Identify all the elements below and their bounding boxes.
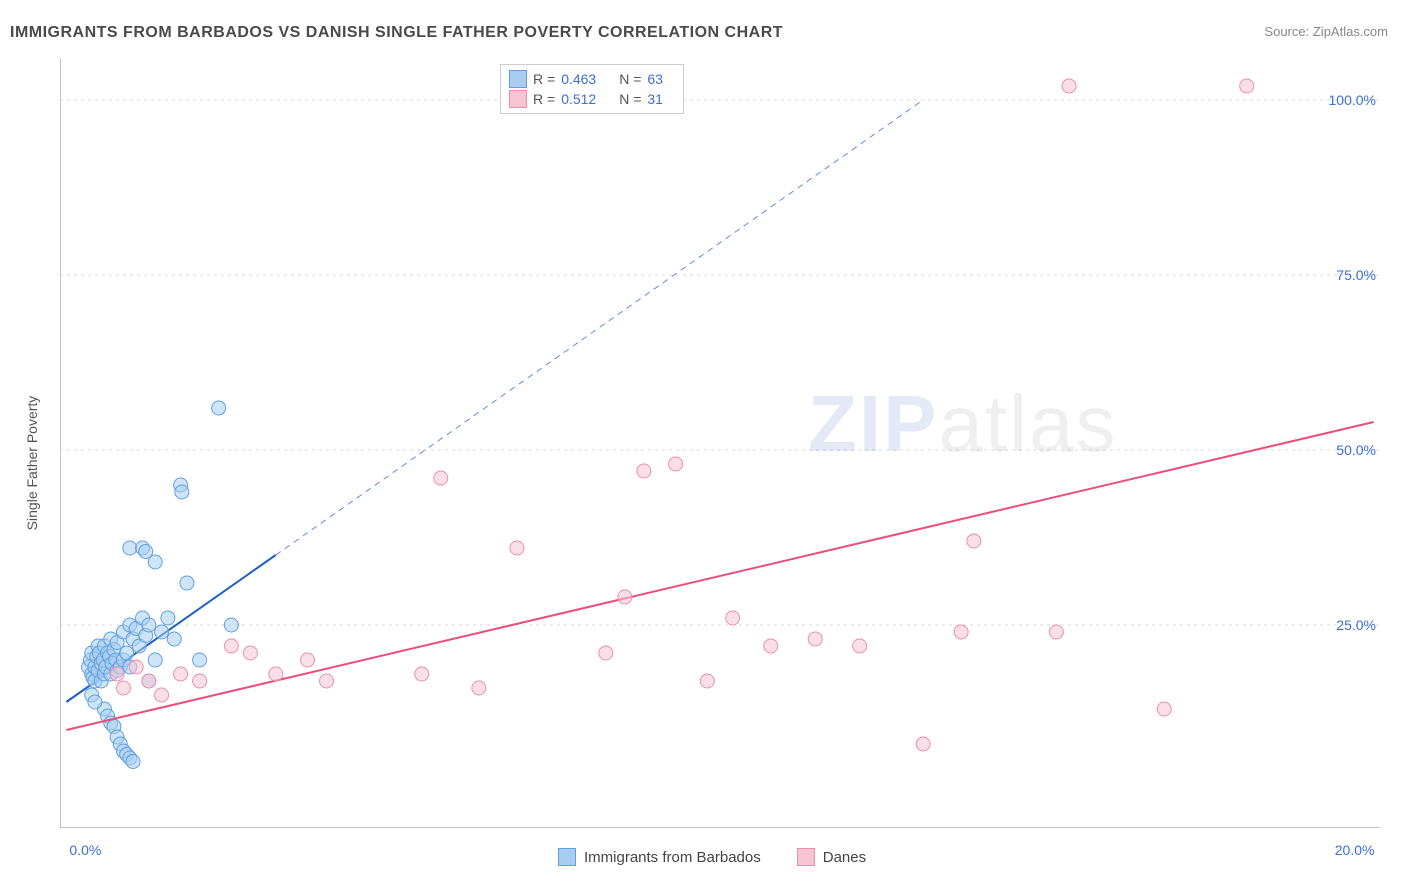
legend-label: Immigrants from Barbados <box>584 849 761 866</box>
chart-container: Single Father Poverty 25.0%50.0%75.0%100… <box>48 58 1394 868</box>
n-label: N = <box>619 71 641 87</box>
legend-item: Immigrants from Barbados <box>558 848 761 866</box>
y-tick-label: 75.0% <box>1336 267 1376 283</box>
y-axis-label: Single Father Poverty <box>24 396 40 531</box>
r-label: R = <box>533 91 555 107</box>
legend-stat-row: R = 0.512 N = 31 <box>509 89 675 109</box>
legend-swatch <box>509 90 527 108</box>
scatter-plot <box>60 58 1380 828</box>
legend-stat-row: R = 0.463 N = 63 <box>509 69 675 89</box>
legend-swatch <box>797 848 815 866</box>
r-value: 0.463 <box>561 71 613 87</box>
y-tick-label: 50.0% <box>1336 442 1376 458</box>
r-label: R = <box>533 71 555 87</box>
legend-item: Danes <box>797 848 866 866</box>
legend-swatch <box>558 848 576 866</box>
legend-swatch <box>509 70 527 88</box>
x-tick-label: 0.0% <box>69 842 101 858</box>
x-tick-label: 20.0% <box>1335 842 1375 858</box>
chart-title: IMMIGRANTS FROM BARBADOS VS DANISH SINGL… <box>10 24 783 42</box>
y-tick-label: 100.0% <box>1329 92 1376 108</box>
n-value: 31 <box>647 91 675 107</box>
series-legend: Immigrants from Barbados Danes <box>558 848 866 866</box>
y-tick-label: 25.0% <box>1336 617 1376 633</box>
source-label: Source: <box>1264 24 1309 39</box>
n-label: N = <box>619 91 641 107</box>
n-value: 63 <box>647 71 675 87</box>
source-attribution: Source: ZipAtlas.com <box>1264 24 1388 39</box>
source-value: ZipAtlas.com <box>1313 24 1388 39</box>
r-value: 0.512 <box>561 91 613 107</box>
legend-label: Danes <box>823 849 866 866</box>
correlation-legend: R = 0.463 N = 63 R = 0.512 N = 31 <box>500 64 684 114</box>
